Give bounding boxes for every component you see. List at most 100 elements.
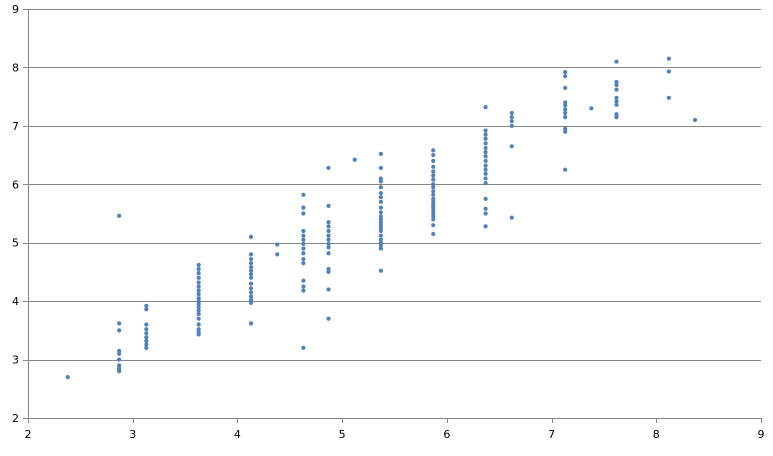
data-point: [301, 241, 306, 246]
data-point: [614, 102, 619, 107]
data-point: [431, 173, 436, 178]
data-point: [563, 100, 568, 105]
data-point: [483, 136, 488, 141]
data-point: [431, 202, 436, 207]
data-point: [431, 177, 436, 182]
data-point: [483, 181, 488, 186]
data-point: [196, 262, 201, 268]
x-tick-label: 4: [234, 428, 241, 441]
data-point: [483, 211, 488, 216]
data-point: [378, 268, 383, 273]
data-point: [563, 167, 568, 172]
data-point: [431, 217, 436, 222]
data-point: [248, 275, 254, 280]
data-point: [196, 270, 201, 276]
tick-labels: 2 3 4 5 6 7 8 9 2 3 4 5 6 7 8 9: [12, 3, 765, 441]
data-point: [301, 246, 306, 251]
data-point: [509, 123, 514, 128]
data-point: [196, 332, 201, 337]
x-tick-label: 3: [129, 428, 136, 441]
data-point: [326, 228, 331, 234]
x-tick-label: 5: [339, 428, 346, 441]
data-point: [483, 128, 488, 133]
data-point: [483, 158, 488, 164]
data-point: [378, 195, 383, 200]
data-point: [196, 308, 201, 313]
data-point: [614, 82, 619, 88]
data-point: [326, 165, 331, 171]
data-point: [509, 114, 514, 120]
data-point: [301, 284, 306, 289]
data-point: [509, 215, 514, 220]
data-point: [563, 114, 568, 120]
data-point: [196, 301, 201, 307]
x-tick-label: 2: [25, 428, 32, 441]
data-point: [483, 105, 488, 110]
data-point: [614, 95, 619, 100]
data-point: [144, 338, 149, 343]
data-point: [301, 256, 306, 262]
data-point: [117, 348, 122, 353]
data-point: [248, 281, 254, 286]
data-point: [483, 206, 488, 211]
data-point: [326, 237, 331, 242]
data-point: [196, 299, 201, 304]
x-tick-label: 9: [758, 428, 765, 441]
y-tick-label: 5: [12, 237, 19, 250]
data-point: [326, 245, 331, 250]
data-point: [614, 99, 619, 104]
data-point: [301, 192, 306, 197]
data-point: [248, 294, 254, 299]
data-point: [483, 224, 488, 229]
data-point: [275, 242, 280, 247]
data-point: [431, 158, 436, 164]
y-tick-label: 9: [12, 3, 19, 16]
data-point: [614, 112, 619, 117]
data-point: [431, 199, 436, 204]
data-point: [248, 321, 254, 326]
x-tick-label: 7: [548, 428, 555, 441]
data-point: [378, 214, 383, 219]
data-point: [117, 351, 122, 356]
data-point: [614, 87, 619, 92]
data-point: [614, 79, 619, 85]
axes: [23, 9, 762, 423]
data-point: [117, 328, 122, 333]
data-point: [431, 208, 436, 213]
data-point: [483, 176, 488, 181]
data-point: [248, 272, 254, 277]
data-point: [65, 375, 70, 380]
y-tick-label: 8: [12, 61, 19, 74]
data-point: [144, 342, 149, 347]
y-tick-label: 3: [12, 354, 19, 367]
data-point: [326, 287, 331, 292]
data-point: [666, 95, 671, 100]
data-point: [483, 141, 488, 146]
data-point: [509, 119, 514, 124]
data-point: [378, 165, 383, 171]
data-point: [563, 129, 568, 134]
data-point: [378, 233, 383, 238]
data-point: [563, 70, 568, 75]
data-point: [326, 251, 331, 256]
data-point: [196, 288, 201, 293]
data-point: [301, 205, 306, 210]
data-point: [378, 151, 383, 157]
data-points: [65, 56, 698, 380]
data-point: [431, 169, 436, 174]
data-point: [563, 103, 568, 108]
data-point: [378, 228, 383, 234]
data-point: [378, 205, 383, 210]
data-point: [431, 196, 436, 201]
data-point: [144, 307, 149, 312]
data-point: [563, 74, 568, 79]
data-point: [378, 226, 383, 231]
data-point: [431, 211, 436, 216]
data-point: [248, 300, 254, 305]
data-point: [196, 322, 201, 327]
data-point: [248, 265, 254, 270]
data-point: [301, 278, 306, 283]
data-point: [378, 243, 383, 248]
